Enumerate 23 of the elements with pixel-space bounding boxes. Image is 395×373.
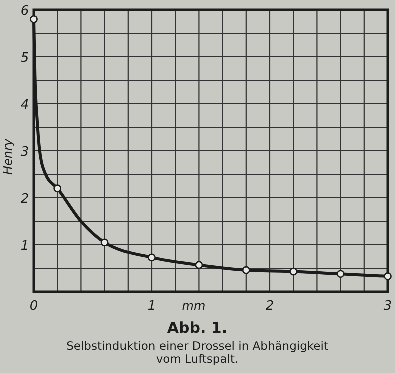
- point: [242, 266, 250, 274]
- y-tick-label: 5: [20, 51, 30, 66]
- y-tick-label: 4: [20, 98, 30, 113]
- x-axis-title: mm: [182, 299, 206, 313]
- x-tick-label: 3: [384, 299, 392, 314]
- point: [148, 254, 156, 262]
- text: Selbstinduktion einer Drossel in Abhängigkeit vom Luftspalt.: [66, 339, 329, 366]
- y-axis-title: Henry: [1, 138, 15, 176]
- x-tick-label: 2: [266, 299, 274, 314]
- y-tick-label: 3: [20, 145, 30, 160]
- point: [195, 261, 204, 270]
- y-tick-label: 2: [20, 192, 30, 207]
- point: [30, 15, 38, 24]
- point: [290, 268, 298, 276]
- point: [54, 184, 62, 193]
- point: [100, 238, 109, 247]
- text: Abb. 1.: [167, 319, 228, 337]
- point: [336, 270, 345, 278]
- y-tick-label: 1: [20, 239, 30, 254]
- point: [384, 272, 392, 280]
- y-tick-label: 6: [20, 4, 30, 19]
- x-tick-label: 0: [30, 299, 38, 314]
- x-tick-label: 1: [148, 299, 156, 314]
